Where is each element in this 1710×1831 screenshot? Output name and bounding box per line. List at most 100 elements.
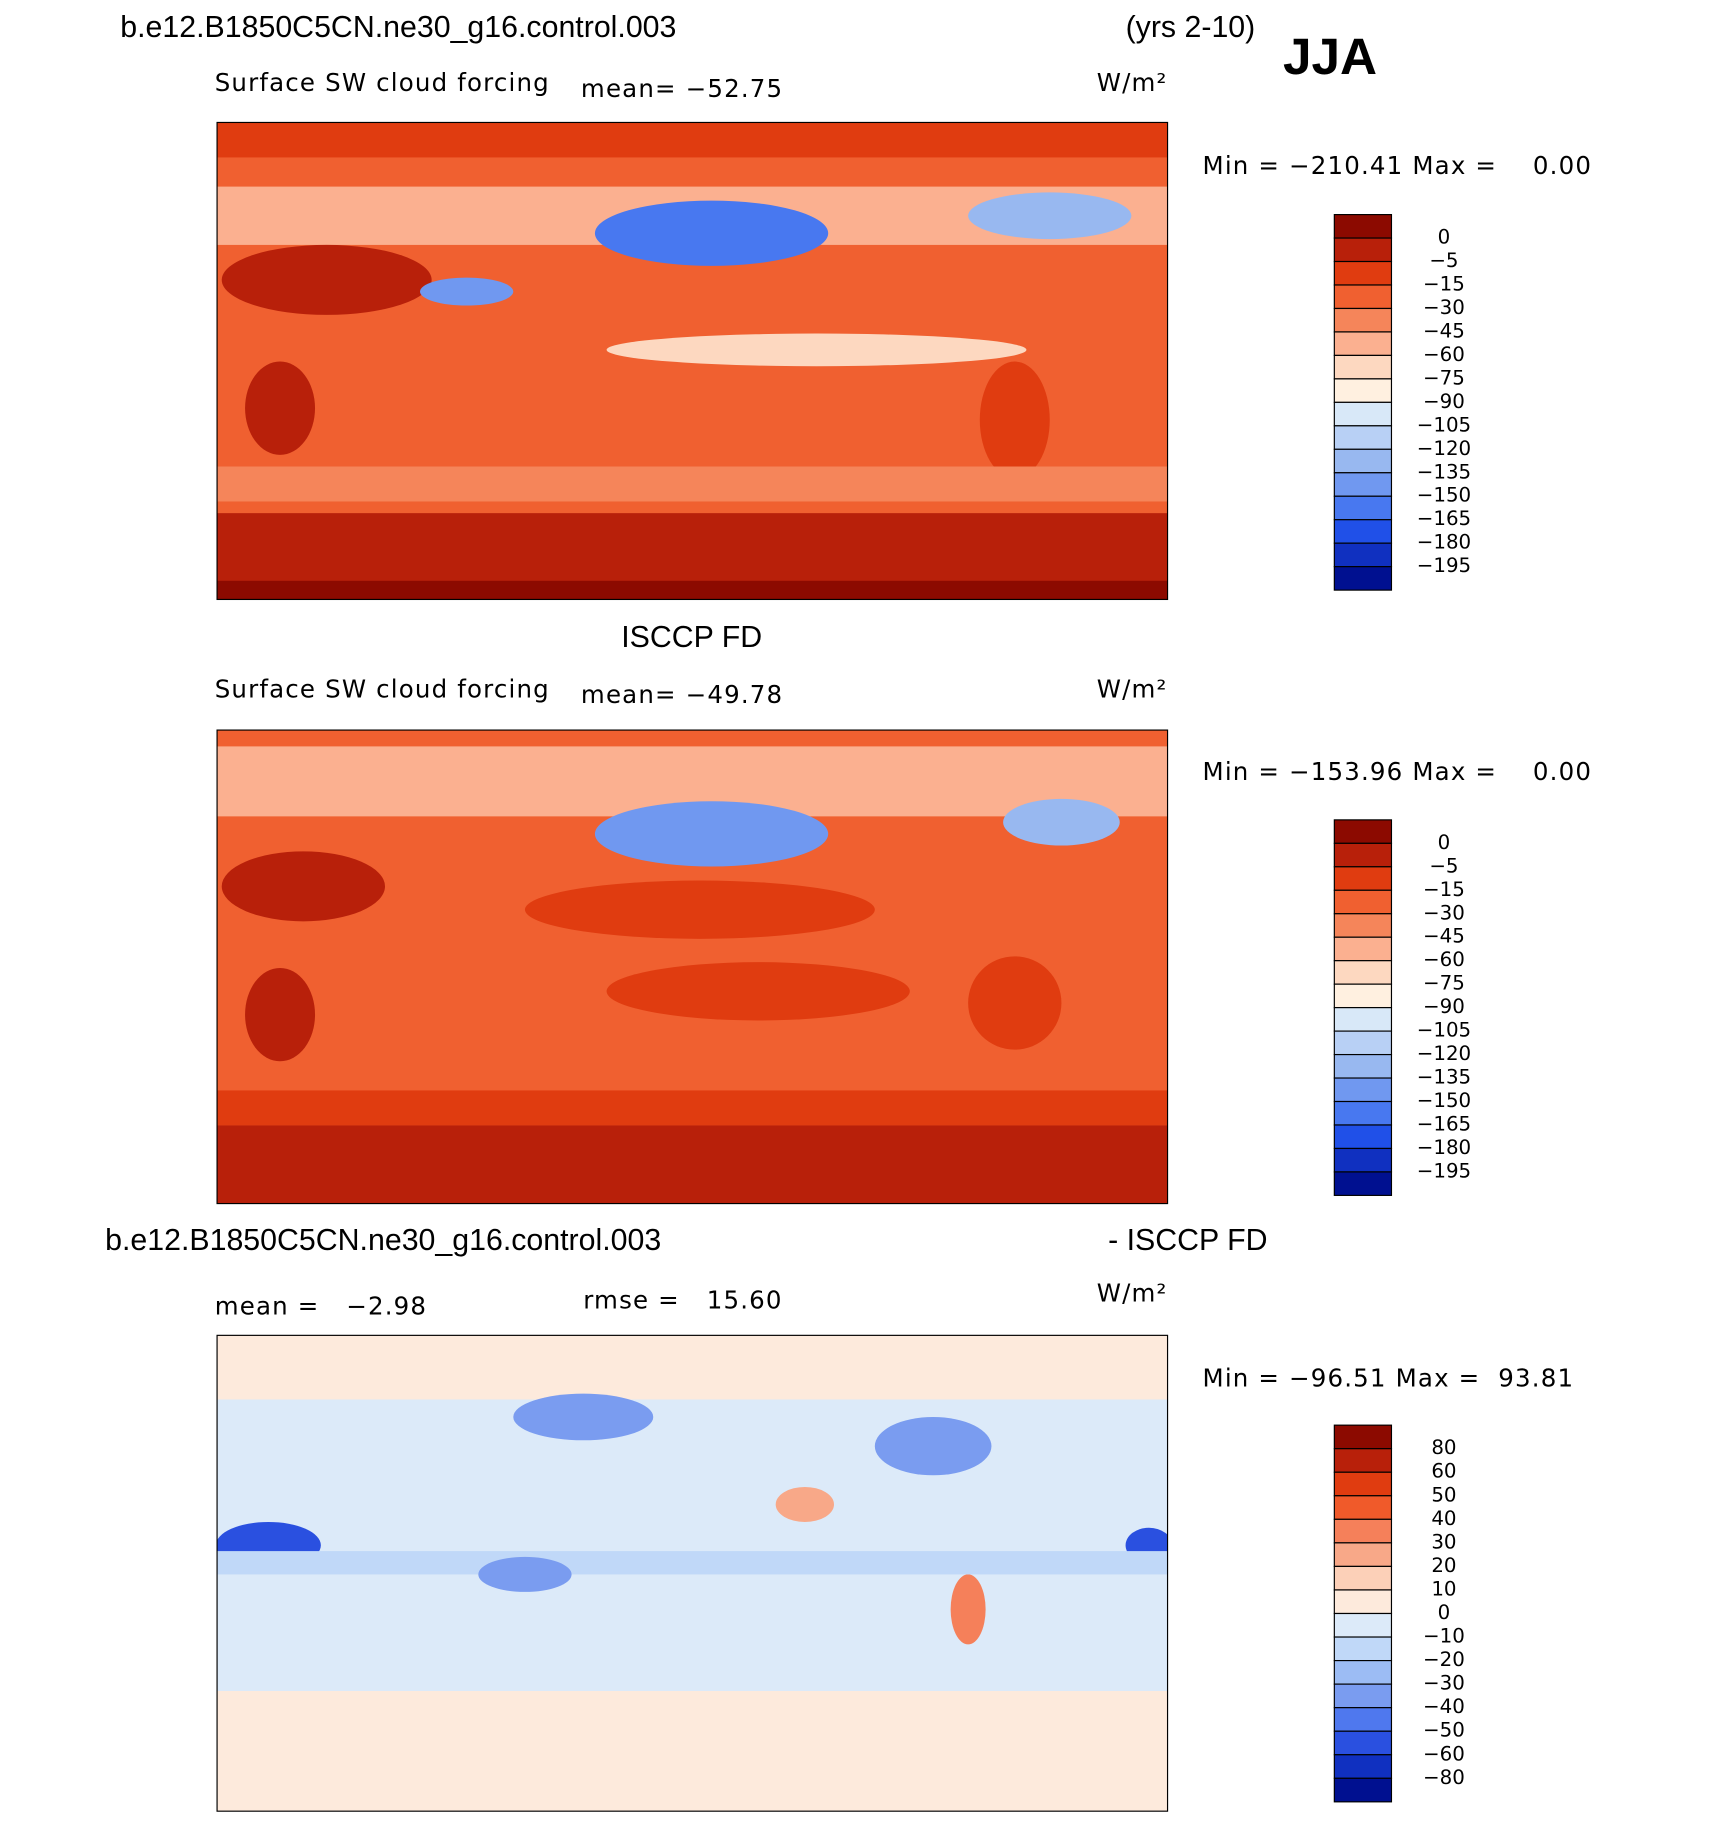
case-title: b.e12.B1850C5CN.ne30_g16.control.003 bbox=[120, 11, 676, 44]
colorbar-box bbox=[1333, 1030, 1393, 1056]
map-frame bbox=[216, 1334, 1169, 1812]
colorbar-label: 60 bbox=[1431, 1460, 1456, 1483]
colorbar-label: 0 bbox=[1438, 1601, 1451, 1624]
colorbar-box bbox=[1333, 542, 1393, 568]
colorbar-label: 0 bbox=[1438, 226, 1451, 249]
colorbar-box bbox=[1333, 425, 1393, 450]
colorbar-label: −150 bbox=[1417, 484, 1471, 507]
colorbar-box bbox=[1333, 260, 1393, 286]
colorbar-label: 50 bbox=[1431, 1483, 1456, 1506]
colorbar-box bbox=[1333, 284, 1393, 310]
years: (yrs 2-10) bbox=[1126, 11, 1256, 44]
colorbar-label: −20 bbox=[1423, 1648, 1465, 1671]
min-max: Min = −96.51 Max = 93.81 bbox=[1203, 1364, 1575, 1393]
map bbox=[217, 122, 1168, 600]
colorbar-label: 20 bbox=[1431, 1554, 1456, 1577]
colorbar-box bbox=[1333, 401, 1393, 427]
rmse: rmse = 15.60 bbox=[583, 1286, 782, 1315]
colorbar-label: −105 bbox=[1417, 1019, 1471, 1042]
colorbar-label: −165 bbox=[1417, 1112, 1471, 1135]
colorbar-box bbox=[1333, 519, 1393, 544]
colorbar-box bbox=[1333, 1683, 1393, 1709]
mean: mean = −2.98 bbox=[215, 1291, 427, 1320]
colorbar-label: −10 bbox=[1423, 1625, 1465, 1648]
colorbar-box bbox=[1333, 1100, 1393, 1126]
colorbar-box bbox=[1333, 1007, 1393, 1032]
colorbar-box bbox=[1333, 1707, 1393, 1732]
colorbar-label: −135 bbox=[1417, 1066, 1471, 1089]
colorbar-box bbox=[1333, 1565, 1393, 1591]
mean: mean= −49.78 bbox=[581, 680, 783, 709]
colorbar-label: −50 bbox=[1423, 1719, 1465, 1742]
colorbar-box bbox=[1333, 1495, 1393, 1520]
colorbar-box bbox=[1333, 1589, 1393, 1615]
colorbar-label: −60 bbox=[1423, 948, 1465, 971]
colorbar-box bbox=[1333, 889, 1393, 915]
colorbar-label: 0 bbox=[1438, 831, 1451, 854]
colorbar-label: −75 bbox=[1423, 366, 1465, 389]
colorbar-box bbox=[1333, 1612, 1393, 1638]
colorbar-label: −45 bbox=[1423, 319, 1465, 342]
min-max: Min = −153.96 Max = 0.00 bbox=[1203, 757, 1593, 786]
colorbar-box bbox=[1333, 1124, 1393, 1150]
colorbar-label: −60 bbox=[1423, 1742, 1465, 1765]
colorbar-box bbox=[1333, 1730, 1393, 1756]
colorbar-box bbox=[1333, 354, 1393, 380]
panel-title: b.e12.B1850C5CN.ne30_g16.control.003 bbox=[105, 1224, 661, 1257]
colorbar-box bbox=[1333, 237, 1393, 263]
colorbar-label: −30 bbox=[1423, 901, 1465, 924]
colorbar-box bbox=[1333, 913, 1393, 938]
units: W/m² bbox=[1097, 1279, 1168, 1308]
colorbar-box bbox=[1333, 960, 1393, 985]
colorbar-box bbox=[1333, 1171, 1393, 1196]
map bbox=[217, 1335, 1168, 1812]
colorbar-box bbox=[1333, 566, 1393, 591]
colorbar-box bbox=[1333, 331, 1393, 356]
colorbar-label: −45 bbox=[1423, 925, 1465, 948]
colorbar-label: −80 bbox=[1423, 1766, 1465, 1789]
colorbar-label: 40 bbox=[1431, 1507, 1456, 1530]
colorbar-label: −195 bbox=[1417, 554, 1471, 577]
colorbar-box bbox=[1333, 448, 1393, 474]
colorbar-label: −120 bbox=[1417, 437, 1471, 460]
colorbar-label: −105 bbox=[1417, 413, 1471, 436]
colorbar-box bbox=[1333, 1659, 1393, 1685]
colorbar-box bbox=[1333, 819, 1393, 844]
mean: mean= −52.75 bbox=[581, 74, 783, 103]
colorbar-box bbox=[1333, 1518, 1393, 1544]
colorbar-label: −90 bbox=[1423, 390, 1465, 413]
colorbar-box bbox=[1333, 866, 1393, 891]
subtitle: Surface SW cloud forcing bbox=[215, 68, 550, 97]
colorbar-label: 30 bbox=[1431, 1530, 1456, 1553]
colorbar-label: −120 bbox=[1417, 1042, 1471, 1065]
colorbar-label: −180 bbox=[1417, 1136, 1471, 1159]
colorbar-label: −75 bbox=[1423, 972, 1465, 995]
colorbar-label: 80 bbox=[1431, 1436, 1456, 1459]
colorbar-label: −15 bbox=[1423, 878, 1465, 901]
colorbar-box bbox=[1333, 936, 1393, 962]
map-frame bbox=[216, 121, 1169, 601]
min-max: Min = −210.41 Max = 0.00 bbox=[1203, 151, 1593, 180]
colorbar-box bbox=[1333, 1636, 1393, 1662]
colorbar-box bbox=[1333, 1448, 1393, 1473]
colorbar-label: −30 bbox=[1423, 296, 1465, 319]
colorbar-box bbox=[1333, 1147, 1393, 1173]
colorbar-label: −15 bbox=[1423, 273, 1465, 296]
colorbar-label: −150 bbox=[1417, 1089, 1471, 1112]
season: JJA bbox=[1283, 28, 1377, 85]
colorbar-box bbox=[1333, 842, 1393, 868]
colorbar-box bbox=[1333, 495, 1393, 521]
colorbar-label: −165 bbox=[1417, 507, 1471, 530]
colorbar-box bbox=[1333, 1542, 1393, 1567]
colorbar-box bbox=[1333, 307, 1393, 333]
colorbar-label: −5 bbox=[1429, 249, 1458, 272]
colorbar-box bbox=[1333, 1777, 1393, 1803]
colorbar-label: 10 bbox=[1431, 1577, 1456, 1600]
colorbar-label: −60 bbox=[1423, 343, 1465, 366]
colorbar-box bbox=[1333, 1053, 1393, 1079]
colorbar-label: −30 bbox=[1423, 1672, 1465, 1695]
colorbar-box bbox=[1333, 1754, 1393, 1779]
colorbar-box bbox=[1333, 472, 1393, 497]
colorbar-label: −90 bbox=[1423, 995, 1465, 1018]
